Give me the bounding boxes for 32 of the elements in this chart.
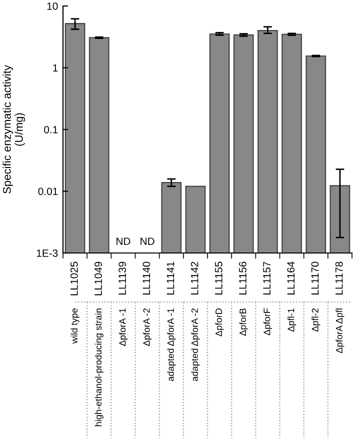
x-tick-label: LL1140	[142, 262, 150, 294]
x-tick-label: LL1049	[94, 262, 102, 296]
x-tick-label: LL1139	[118, 262, 126, 294]
text: ΔpforB	[239, 308, 248, 336]
y-tick-label: 0.1	[44, 126, 58, 134]
y-tick-label: 1	[53, 64, 58, 72]
text: ΔpforA -1	[118, 308, 128, 346]
text: ΔpforA Δpfl	[336, 308, 344, 354]
text: Δpfl-2	[312, 308, 320, 332]
x-tick-label: LL1141	[166, 262, 174, 294]
text: wild type	[70, 308, 80, 344]
x-tick-label: LL1170	[311, 262, 319, 294]
text: adapted ΔpforA -1	[167, 308, 176, 382]
text: ND	[140, 238, 154, 245]
text: ΔpforA -2	[143, 308, 152, 346]
y-tick-label: 0.01	[38, 188, 58, 196]
text: ΔpforD	[215, 308, 224, 336]
x-tick-label: LL1155	[215, 262, 222, 294]
x-tick-label: LL1142	[190, 262, 198, 294]
x-tick-label: LL1164	[287, 262, 295, 294]
text: adapted ΔpforA -2	[191, 308, 200, 382]
text: ΔpforF	[263, 308, 272, 336]
x-tick-label: LL1025	[70, 262, 78, 296]
y-tick-label: 10	[47, 2, 58, 10]
text: Δpfl-1	[288, 308, 296, 332]
text: ND	[116, 238, 130, 245]
y-axis-title: Specific enzymatic activity (U/mg)	[2, 64, 25, 194]
text: high-ethanol-producing strain	[94, 308, 104, 426]
y-tick-label: 1E-3	[36, 250, 58, 257]
x-tick-label: LL1157	[263, 262, 271, 294]
x-tick-label: LL1178	[335, 262, 343, 294]
x-tick-label: LL1156	[239, 262, 246, 294]
